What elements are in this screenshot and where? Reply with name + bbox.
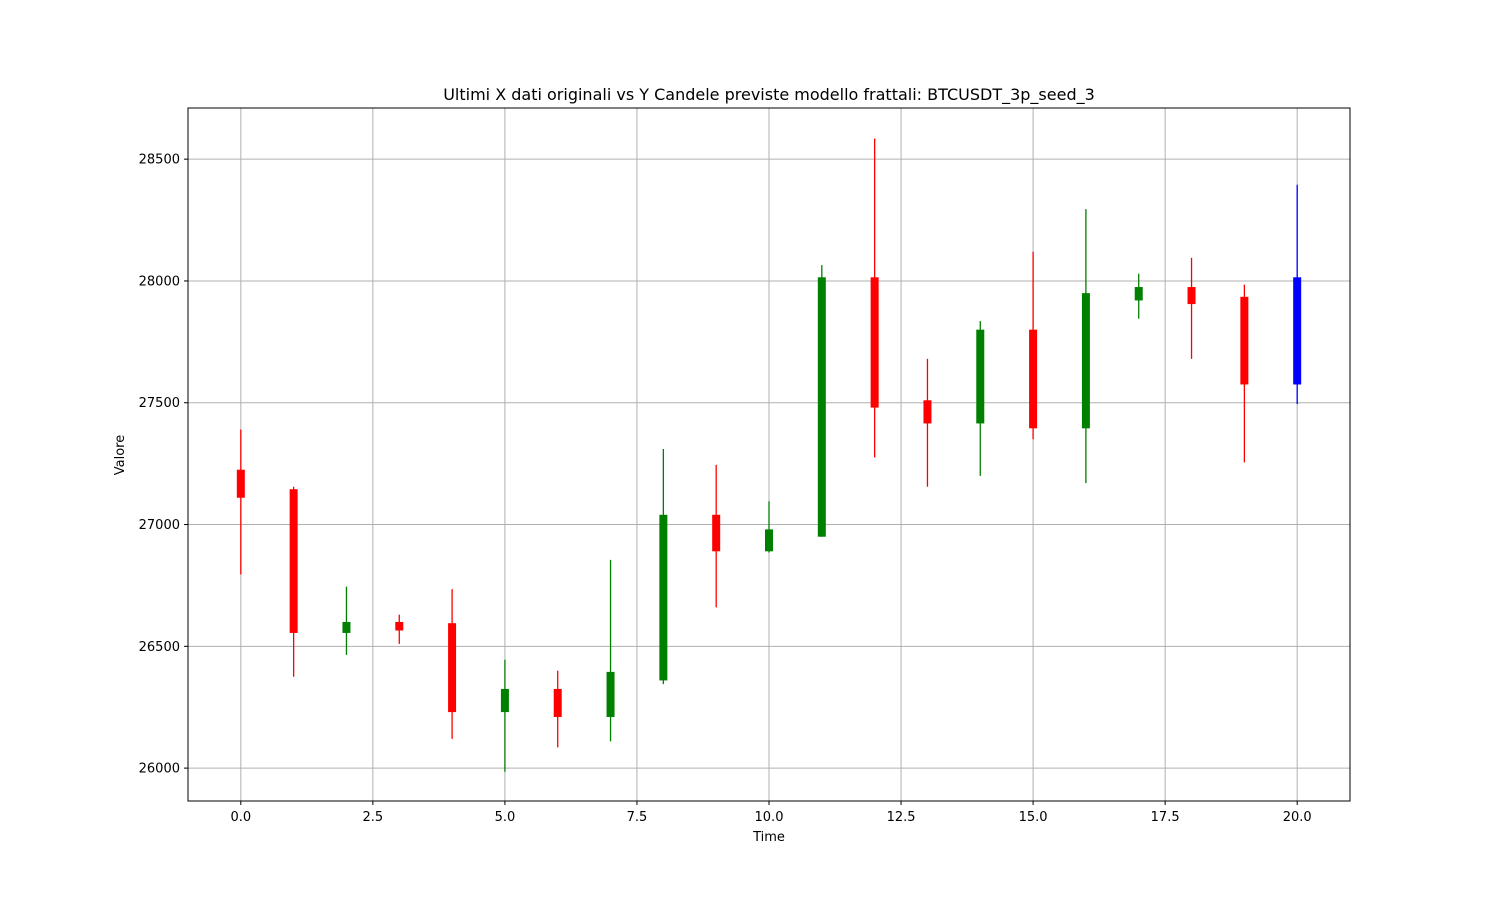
candle <box>1187 257 1196 359</box>
candle <box>1029 251 1038 440</box>
candle <box>712 464 721 608</box>
candle-body <box>659 514 668 681</box>
x-tick-label: 5.0 <box>495 810 516 825</box>
chart-title: Ultimi X dati originali vs Y Candele pre… <box>443 85 1095 105</box>
x-tick-label: 10.0 <box>755 810 784 825</box>
candle-body <box>1134 287 1143 301</box>
candle <box>817 265 826 537</box>
candle <box>1134 273 1143 319</box>
candle-body <box>1293 277 1302 385</box>
x-tick-label: 12.5 <box>887 810 916 825</box>
grid-layer <box>188 108 1350 801</box>
candle-body <box>817 277 826 537</box>
y-tick-label: 28500 <box>139 153 180 168</box>
candle <box>448 589 457 739</box>
candle-body <box>236 469 245 498</box>
y-axis-label: Valore <box>113 435 128 475</box>
y-tick-label: 26000 <box>139 762 180 777</box>
x-tick-label: 20.0 <box>1283 810 1312 825</box>
x-tick-label: 2.5 <box>363 810 384 825</box>
candle-body <box>976 329 985 424</box>
candle <box>659 449 668 685</box>
candle-body <box>448 623 457 713</box>
candle <box>342 586 351 655</box>
candle-layer <box>236 138 1302 772</box>
candle <box>1293 184 1302 404</box>
x-tick-label: 7.5 <box>627 810 648 825</box>
candle-body <box>606 671 615 717</box>
y-tick-label: 27000 <box>139 518 180 533</box>
candle <box>1081 209 1090 484</box>
candle-body <box>1081 293 1090 429</box>
candle <box>923 358 932 487</box>
x-tick-label: 17.5 <box>1151 810 1180 825</box>
candle-body <box>342 621 351 633</box>
candle <box>289 486 298 677</box>
candle-body <box>1187 287 1196 305</box>
candle-body <box>1240 296 1249 385</box>
candle-body <box>765 529 773 552</box>
candle <box>606 559 615 742</box>
candle-body <box>553 688 562 717</box>
candle <box>765 501 773 553</box>
y-axis-ticks: 26000 26500 27000 27500 28000 28500 <box>139 153 188 777</box>
candle-body <box>500 688 509 713</box>
candle <box>553 670 562 748</box>
candle <box>236 429 245 575</box>
candle <box>976 321 985 476</box>
y-tick-label: 28000 <box>139 274 180 289</box>
candle-body <box>1029 329 1038 429</box>
x-tick-label: 15.0 <box>1019 810 1048 825</box>
x-axis-label: Time <box>752 830 785 845</box>
candle <box>1240 284 1249 463</box>
y-tick-label: 27500 <box>139 396 180 411</box>
x-tick-label: 0.0 <box>230 810 251 825</box>
candle-body <box>870 277 879 408</box>
candle-body <box>923 400 932 424</box>
candle <box>395 614 404 644</box>
x-axis-ticks: 0.0 2.5 5.0 7.5 10.0 12.5 15.0 17.5 20.0 <box>230 801 1312 825</box>
candle <box>500 659 509 772</box>
candle-body <box>712 514 721 552</box>
candle-body <box>289 489 298 633</box>
y-tick-label: 26500 <box>139 640 180 655</box>
candle-body <box>395 621 404 631</box>
candle <box>870 138 879 458</box>
